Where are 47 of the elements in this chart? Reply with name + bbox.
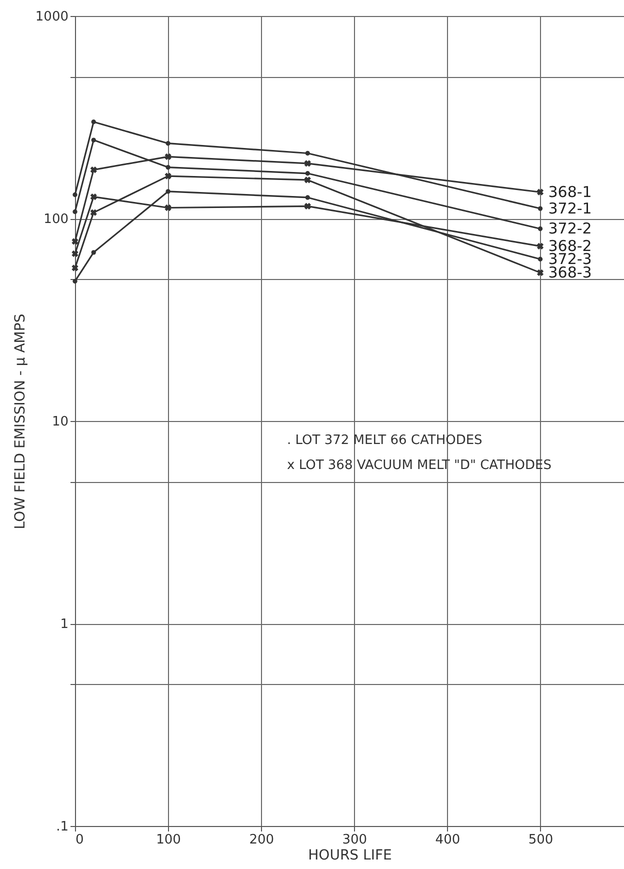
point: [538, 256, 543, 262]
point: [164, 204, 172, 212]
point: [166, 141, 170, 146]
x-axis-title: HOURS LIFE: [308, 848, 392, 864]
point: [166, 189, 170, 194]
point: [72, 264, 78, 272]
point: [72, 250, 78, 258]
point: [304, 176, 311, 184]
x-tick-label: 100: [156, 832, 181, 848]
point: [536, 269, 544, 276]
y-axis-title: LOW FIELD EMISSION - µ AMPS: [12, 314, 28, 530]
point: [164, 172, 172, 180]
y-tick-label: 10: [52, 414, 68, 430]
x-tick-label: 200: [249, 832, 274, 848]
point: [164, 153, 172, 160]
x-tick-label: 300: [342, 832, 368, 848]
point: [166, 164, 170, 170]
point: [91, 250, 96, 255]
point: [304, 160, 311, 167]
x-tick-label: 500: [528, 832, 554, 848]
point: [305, 195, 310, 200]
series-label: 372-2: [548, 220, 592, 238]
point: [90, 193, 97, 200]
series-label: 372-1: [548, 200, 592, 218]
point: [538, 206, 543, 211]
x-tick-label: 0: [76, 832, 84, 848]
point: [536, 242, 544, 250]
point: [305, 150, 310, 156]
point: [304, 202, 311, 210]
point: [72, 238, 78, 245]
point: [72, 209, 78, 214]
series-label: 368-1: [548, 183, 592, 202]
point: [90, 166, 97, 174]
point: [91, 138, 96, 142]
point: [536, 188, 544, 196]
point: [90, 209, 97, 216]
x-tick-label: 400: [435, 832, 460, 848]
y-tick-label: 1000: [35, 10, 68, 24]
point: [72, 278, 78, 284]
y-tick-label: 100: [44, 212, 68, 227]
series-label: 368-3: [548, 264, 592, 282]
point: [305, 171, 310, 176]
point: [72, 192, 78, 198]
point: [538, 226, 543, 232]
y-tick-label: 1: [60, 617, 68, 632]
y-tick-label: .1: [56, 820, 68, 834]
point: [91, 120, 96, 124]
